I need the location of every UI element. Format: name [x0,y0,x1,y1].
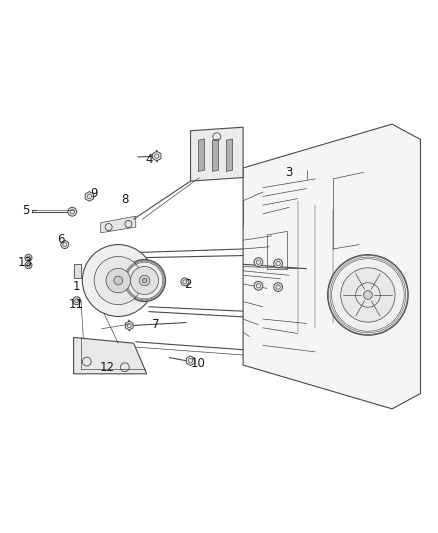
Text: 13: 13 [18,256,33,270]
Circle shape [328,255,408,335]
Text: 9: 9 [90,187,98,200]
Polygon shape [212,139,219,172]
Polygon shape [198,139,205,172]
Text: 3: 3 [286,166,293,179]
Circle shape [142,278,147,282]
Text: 10: 10 [191,357,205,370]
Text: 8: 8 [121,193,128,206]
Circle shape [94,256,142,304]
Circle shape [139,275,150,286]
Text: 11: 11 [68,298,83,311]
Circle shape [181,278,189,286]
Circle shape [274,259,283,268]
Circle shape [114,276,123,285]
Text: 1: 1 [73,280,81,293]
Circle shape [274,282,283,292]
Polygon shape [191,127,243,181]
Circle shape [254,258,263,266]
Circle shape [124,260,166,302]
Polygon shape [243,124,420,409]
Circle shape [364,290,372,300]
Text: 5: 5 [23,204,30,217]
Circle shape [73,297,81,304]
Circle shape [61,241,69,248]
Polygon shape [85,191,94,201]
Circle shape [254,281,263,290]
Circle shape [106,268,131,293]
Circle shape [68,207,77,216]
Text: 4: 4 [145,152,153,166]
Polygon shape [226,139,233,172]
Text: 6: 6 [57,233,65,246]
Circle shape [131,266,159,295]
Circle shape [25,254,32,261]
Circle shape [341,268,395,322]
Polygon shape [101,216,136,233]
Polygon shape [125,321,133,330]
Text: 2: 2 [184,278,192,290]
Circle shape [82,245,154,317]
Polygon shape [74,264,81,278]
Text: 7: 7 [152,318,159,331]
Circle shape [25,262,32,269]
Polygon shape [74,337,147,374]
Text: 12: 12 [100,361,115,374]
Polygon shape [152,151,161,161]
Polygon shape [186,356,195,366]
